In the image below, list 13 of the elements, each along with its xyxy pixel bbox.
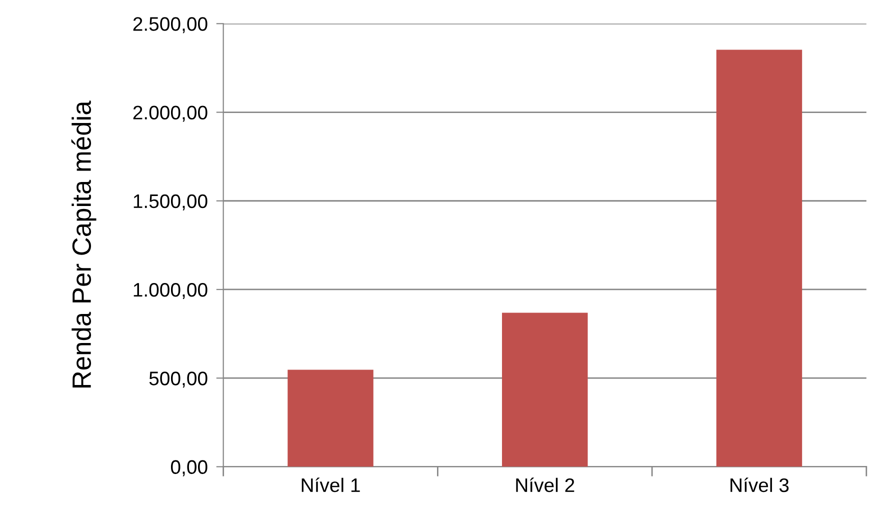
y-tick-label: 500,00 bbox=[149, 372, 208, 388]
x-tick-label: Nível 3 bbox=[730, 478, 789, 492]
x-tick-label: Nível 2 bbox=[516, 478, 574, 492]
x-tick-label: Nível 1 bbox=[302, 478, 360, 492]
bar bbox=[716, 50, 802, 467]
y-axis-title: Renda Per Capita média bbox=[71, 100, 96, 388]
bar bbox=[502, 312, 588, 467]
y-tick-label: 2.000,00 bbox=[133, 106, 208, 122]
y-tick-label: 1.500,00 bbox=[134, 194, 208, 210]
y-tick-label: 0,00 bbox=[170, 460, 208, 476]
y-tick-label: 2.500,00 bbox=[133, 17, 208, 34]
bar bbox=[288, 370, 374, 467]
y-tick-label: 1.000,00 bbox=[134, 282, 208, 300]
